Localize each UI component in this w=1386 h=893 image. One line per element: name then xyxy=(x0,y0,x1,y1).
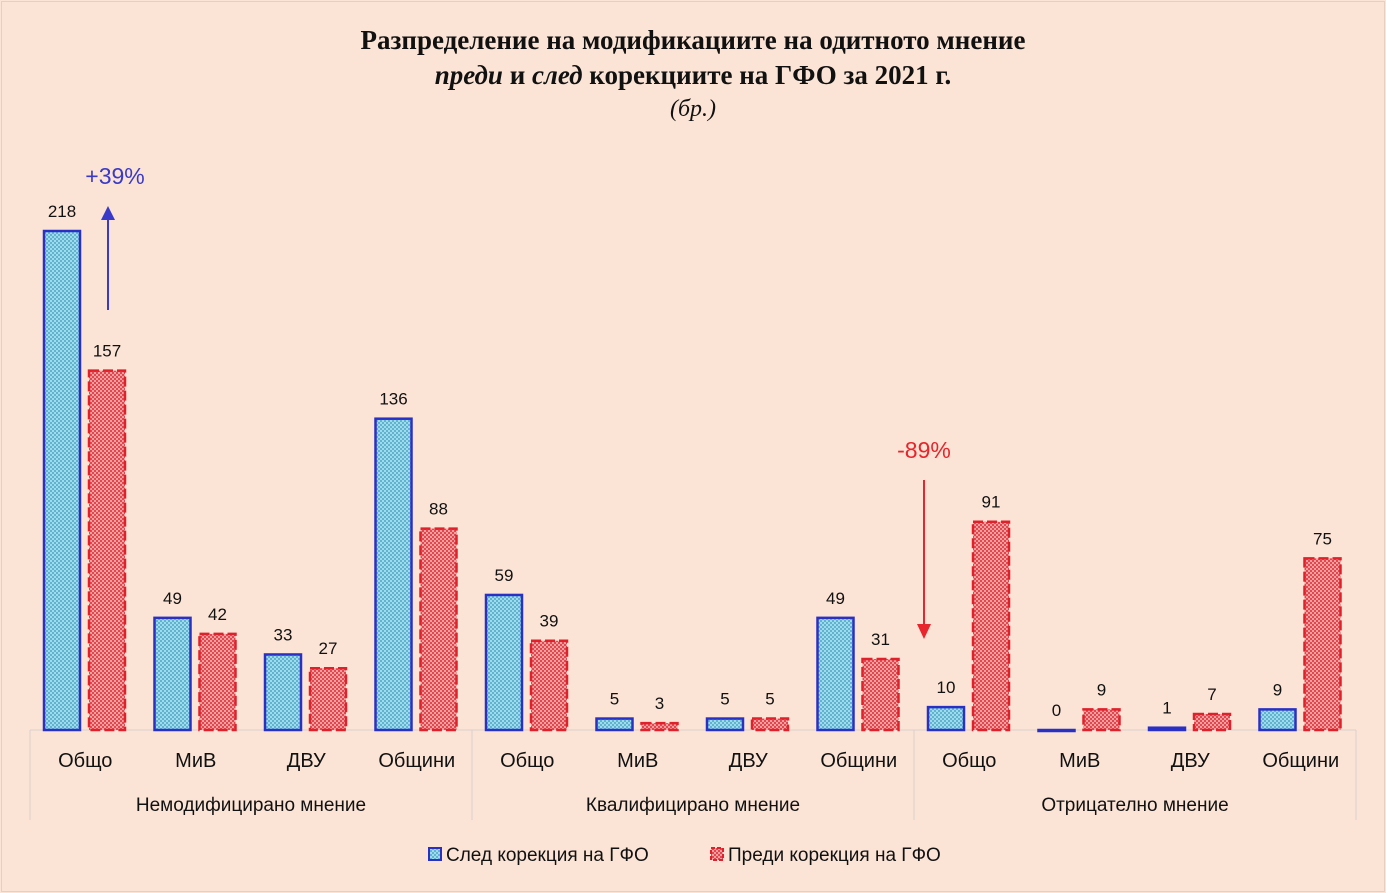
data-label: 27 xyxy=(319,639,338,658)
bar-before xyxy=(308,666,348,732)
category-label: Общо xyxy=(500,750,554,772)
group-label: Немодифицирано мнение xyxy=(136,795,366,816)
category-label: ДВУ xyxy=(729,750,768,772)
chart-title-line2: преди и след корекциите на ГФО за 2021 г… xyxy=(0,60,1386,91)
data-label: 9 xyxy=(1097,680,1106,699)
title-mid: и xyxy=(502,60,532,90)
data-label: 5 xyxy=(765,690,774,709)
bar-after xyxy=(484,593,524,732)
category-label: Общини xyxy=(378,750,455,772)
group-label: Квалифицирано мнение xyxy=(586,795,800,816)
category-label: Общо xyxy=(58,750,112,772)
data-label: 88 xyxy=(429,500,448,519)
bar-before xyxy=(529,639,569,732)
data-label: 10 xyxy=(937,678,956,697)
title-em-after: след xyxy=(532,60,583,90)
data-label: 136 xyxy=(379,390,407,409)
bar-after xyxy=(926,705,966,732)
data-label: 75 xyxy=(1313,529,1332,548)
arrow-head-icon xyxy=(101,206,115,220)
bar-after xyxy=(705,717,745,732)
data-label: 218 xyxy=(48,202,76,221)
category-label: ДВУ xyxy=(287,750,326,772)
bar-after xyxy=(1037,728,1076,733)
bar-before xyxy=(1303,557,1342,732)
category-label: МиВ xyxy=(617,750,658,772)
bar-after xyxy=(816,616,855,732)
data-label: 59 xyxy=(495,566,514,585)
data-label: 42 xyxy=(208,605,227,624)
bar-before xyxy=(198,632,237,732)
bar-before xyxy=(1082,708,1121,732)
data-label: 0 xyxy=(1052,701,1061,720)
group-label: Отрицателно мнение xyxy=(1041,795,1228,816)
data-label: 33 xyxy=(274,625,293,644)
category-label: Общини xyxy=(820,750,897,772)
legend-label: Преди корекция на ГФО xyxy=(728,845,941,866)
data-label: 1 xyxy=(1162,699,1171,718)
bar-after xyxy=(42,229,82,732)
category-label: МиВ xyxy=(175,750,216,772)
bar-before xyxy=(1192,712,1232,732)
chart-title-line1: Разпределение на модификациите на одитно… xyxy=(360,25,1026,55)
chart-subtitle: (бр.) xyxy=(669,96,717,122)
data-label: 7 xyxy=(1207,685,1216,704)
bar-before xyxy=(750,717,790,732)
legend-label: След корекция на ГФО xyxy=(446,845,649,866)
bar-before xyxy=(861,657,900,732)
data-label: 157 xyxy=(93,342,121,361)
bar-after xyxy=(153,616,192,732)
bar-after xyxy=(263,653,303,732)
bar-before xyxy=(971,520,1011,732)
bar-after xyxy=(1147,726,1187,732)
bar-after xyxy=(374,417,413,732)
bar-after xyxy=(595,717,634,732)
legend-swatch xyxy=(428,847,442,861)
annotation-label: +39% xyxy=(85,163,144,189)
category-label: ДВУ xyxy=(1171,750,1210,772)
arrow-head-icon xyxy=(917,624,931,639)
title-rest: корекциите на ГФО за 2021 г. xyxy=(582,60,952,90)
bar-before xyxy=(87,369,127,732)
category-label: МиВ xyxy=(1059,750,1100,772)
data-label: 39 xyxy=(540,612,559,631)
legend-swatch xyxy=(710,847,724,861)
category-label: Общо xyxy=(942,750,996,772)
data-label: 31 xyxy=(871,630,890,649)
bar-before xyxy=(419,527,458,732)
bar-before xyxy=(640,721,679,732)
data-label: 49 xyxy=(826,589,845,608)
data-label: 5 xyxy=(720,690,729,709)
data-label: 9 xyxy=(1273,680,1282,699)
data-label: 3 xyxy=(655,694,664,713)
data-label: 49 xyxy=(163,589,182,608)
title-em-before: преди xyxy=(434,60,503,90)
bar-after xyxy=(1258,708,1297,732)
data-label: 5 xyxy=(610,690,619,709)
category-label: Общини xyxy=(1262,750,1339,772)
data-label: 91 xyxy=(982,493,1001,512)
annotation-label: -89% xyxy=(897,437,951,463)
